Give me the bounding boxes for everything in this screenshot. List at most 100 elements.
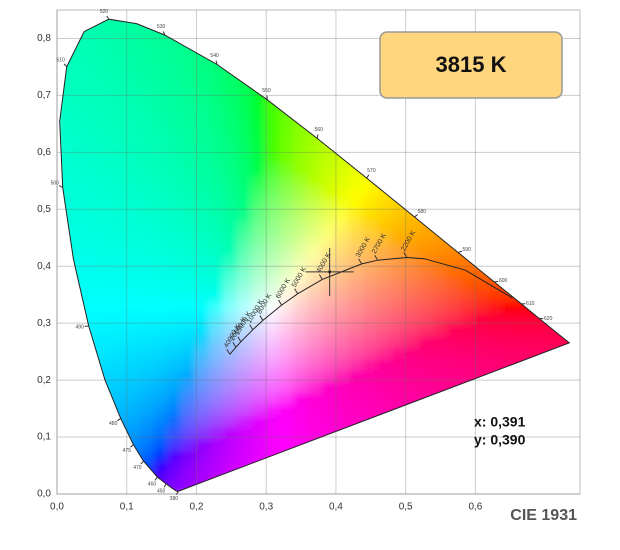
color-cell (251, 367, 268, 382)
color-cell (111, 139, 128, 154)
color-cell (153, 94, 170, 108)
color-cell (153, 356, 170, 370)
color-cell (432, 379, 449, 393)
color-cell (362, 356, 379, 370)
color-cell (348, 310, 365, 325)
color-cell (390, 219, 407, 234)
color-cell (307, 367, 323, 382)
color-cell (111, 83, 128, 97)
color-cell (209, 128, 226, 142)
cct-tick (403, 252, 408, 258)
color-cell (237, 344, 254, 359)
color-cell (167, 299, 184, 313)
color-cell (320, 379, 337, 393)
color-cell (390, 356, 407, 370)
color-cell (418, 265, 435, 279)
color-cell (348, 288, 365, 302)
y-tick-label: 0,6 (37, 147, 51, 158)
color-cell (376, 288, 393, 302)
color-cell (320, 276, 337, 291)
color-cell (293, 424, 310, 439)
color-cell (195, 117, 212, 131)
color-cell (237, 162, 254, 177)
cct-tick (237, 336, 242, 342)
color-cell (362, 208, 379, 222)
color-cell (167, 139, 184, 154)
color-cell (237, 151, 254, 165)
color-cell (83, 37, 100, 51)
color-cell (209, 344, 226, 359)
wavelength-label: 530 (157, 24, 166, 30)
color-cell (181, 128, 198, 142)
color-cell (334, 379, 351, 393)
color-cell (251, 196, 268, 211)
color-cell (307, 242, 323, 256)
color-cell (488, 356, 505, 370)
x-tick-label: 0,6 (468, 502, 482, 513)
color-cell (265, 436, 282, 450)
color-cell (97, 242, 114, 256)
cct-tick (232, 342, 237, 348)
color-cell (334, 322, 351, 336)
color-cell (97, 37, 114, 51)
color-cell (307, 253, 323, 268)
color-cell (223, 242, 240, 256)
color-cell (153, 71, 170, 86)
color-cell (153, 105, 170, 120)
color-cell (446, 344, 463, 359)
color-cell (334, 288, 351, 302)
wavelength-tick (162, 31, 166, 36)
color-cell (223, 265, 240, 279)
color-cell (334, 276, 351, 291)
color-cell (376, 344, 393, 359)
cct-tick (259, 315, 264, 321)
color-cell (97, 83, 114, 97)
color-cell (195, 196, 212, 211)
color-cell (181, 379, 198, 393)
color-cell (153, 288, 170, 302)
color-cell (432, 344, 449, 359)
color-cell (195, 288, 212, 302)
color-cell (307, 424, 323, 439)
wavelength-tick (175, 490, 179, 495)
color-cell (209, 105, 226, 120)
color-cell (460, 367, 477, 382)
color-cell (334, 310, 351, 325)
color-cell (293, 231, 310, 245)
color-cell (320, 253, 337, 268)
color-cell (209, 367, 226, 382)
color-cell (293, 208, 310, 222)
color-cell (251, 185, 268, 199)
color-cell (111, 276, 128, 291)
color-cell (125, 413, 142, 427)
color-cell (69, 117, 86, 131)
color-cell (167, 128, 184, 142)
color-cell (111, 288, 128, 302)
color-cell (153, 174, 170, 188)
color-cell (502, 322, 519, 336)
color-cell (293, 333, 310, 347)
color-cell (125, 117, 142, 131)
color-cell (111, 310, 128, 325)
color-cell (418, 344, 435, 359)
color-cell (362, 333, 379, 347)
color-cell (97, 48, 114, 63)
color-cell (320, 288, 337, 302)
color-cell (153, 447, 170, 461)
color-cell (139, 48, 156, 63)
color-cell (153, 265, 170, 279)
color-cell (293, 174, 310, 188)
color-cell (320, 413, 337, 427)
color-cell (418, 299, 435, 313)
color-cell (111, 367, 128, 382)
color-cell (404, 344, 421, 359)
color-cell (209, 174, 226, 188)
color-cell (195, 299, 212, 313)
color-cell (237, 333, 254, 347)
color-cell (265, 162, 282, 177)
color-cell (460, 299, 477, 313)
color-cell (223, 253, 240, 268)
color-cell (446, 310, 463, 325)
color-cell (376, 242, 393, 256)
color-cell (334, 231, 351, 245)
